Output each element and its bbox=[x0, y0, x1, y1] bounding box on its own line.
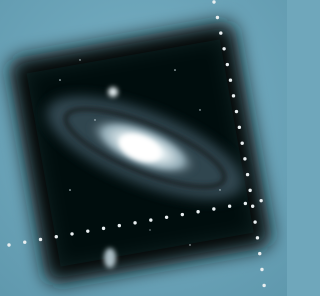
satellite-galaxy bbox=[104, 248, 116, 268]
page bbox=[0, 0, 287, 296]
satellite-galaxy bbox=[108, 87, 118, 97]
galaxy-image bbox=[0, 0, 287, 296]
